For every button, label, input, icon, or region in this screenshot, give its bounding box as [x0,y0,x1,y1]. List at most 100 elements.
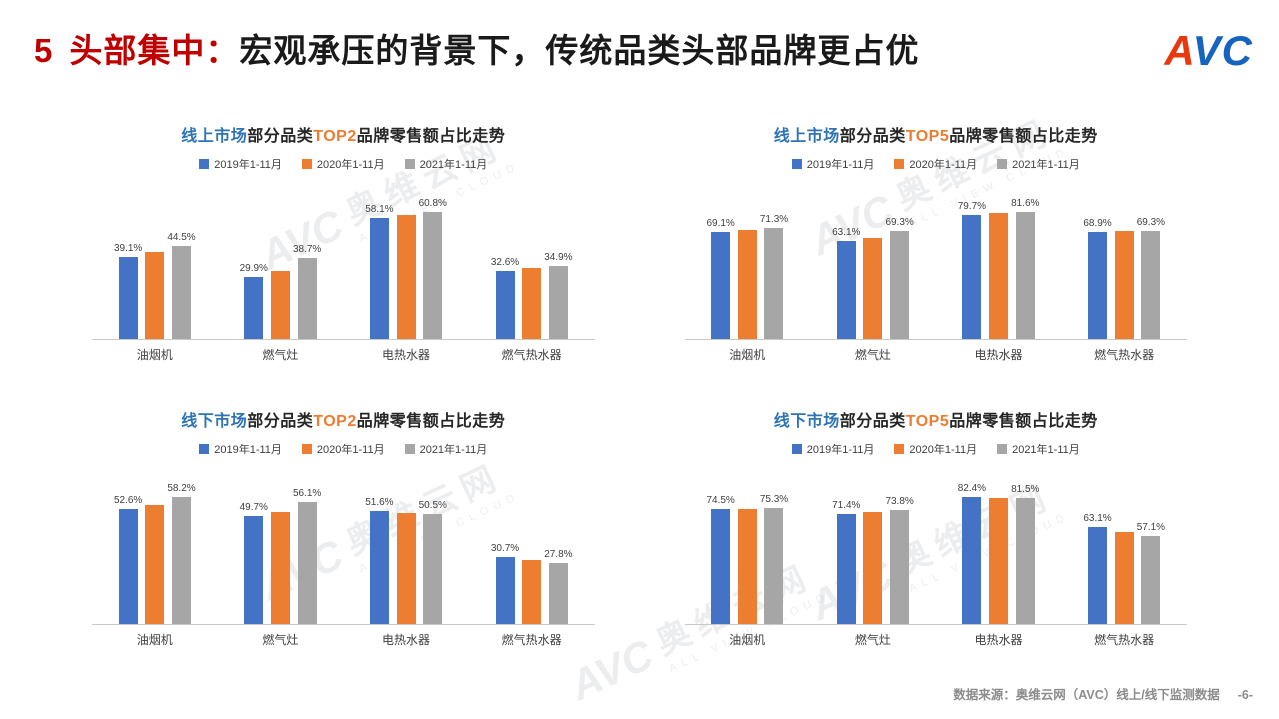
bar-value-label: 51.6% [365,497,394,509]
bar-series-2 [145,252,165,339]
bar-series-2 [145,505,165,624]
bar-series-2 [737,508,757,624]
bar-value-label: 71.3% [759,214,789,226]
bar-group: 32.6% 34.9% [469,252,595,339]
bar-value-label: 74.5% [706,495,735,507]
bar-value-label: 38.7% [292,244,322,256]
bar-value-label: 69.3% [885,217,914,229]
bar-series-2 [270,511,290,624]
bar-series-3 [1141,536,1161,624]
charts-grid: 线上市场部分品类TOP2品牌零售额占比走势 2019年1-11月 2020年1-… [0,122,1279,648]
chart-title-top: TOP2 [313,128,357,145]
bar-value-label: 82.4% [957,483,987,495]
bar-value-label: 60.8% [418,198,447,210]
category-label: 燃气灶 [262,633,299,647]
legend-swatch-orange [894,444,905,454]
chart-title-market: 线下市场 [773,413,840,430]
bar-series-2 [1114,231,1134,339]
category-label: 油烟机 [136,633,173,647]
bar-group: 71.4% 73.8% [810,496,936,624]
plot-area: 39.1% 44.5% 29.9% 38.7% 58.1% 60.8% 32.6% 34.9% [92,188,595,340]
bar-series-2 [522,268,542,339]
bar-series-2 [989,213,1009,339]
bar-value-label: 52.6% [113,495,143,507]
chart-offline-top2: 线下市场部分品类TOP2品牌零售额占比走势 2019年1-11月 2020年1-… [92,407,595,648]
bar-series-1 [244,515,264,624]
bar-series-2 [396,214,416,339]
legend-item-2021: 2021年1-11月 [404,156,487,172]
bar-series-2 [396,512,416,624]
legend-item-2021: 2021年1-11月 [404,441,488,457]
bar-value-label: 56.1% [292,487,322,499]
bar-series-1 [1088,526,1107,624]
avc-logo-vc: VC [1192,27,1253,74]
category-axis: 油烟机 燃气灶 电热水器 燃气热水器 [92,346,595,363]
data-source: 数据来源：奥维云网（AVC）线上/线下监测数据 [953,688,1220,702]
bar-value-label: 71.4% [832,500,861,511]
bar-value-label: 58.1% [365,203,394,215]
category-axis: 油烟机 燃气灶 电热水器 燃气热水器 [92,631,595,648]
chart-title: 线上市场部分品类TOP2品牌零售额占比走势 [92,122,595,146]
bar-value-label: 34.9% [544,252,573,264]
category-label: 油烟机 [729,633,766,647]
legend-label: 2021年1-11月 [419,444,488,456]
bar-series-1 [962,497,982,624]
chart-title-mid: 部分品类 [839,128,906,145]
category-label: 燃气灶 [854,348,891,362]
bar-group: 74.5% 75.3% [685,494,811,624]
legend-item-2019: 2019年1-11月 [791,156,874,172]
legend-item-2019: 2019年1-11月 [199,441,282,457]
bar-series-2 [863,238,883,339]
legend-swatch-blue [199,444,210,454]
bar-series-3 [764,228,784,339]
category-label: 电热水器 [382,348,431,362]
legend-swatch-blue [199,159,210,169]
legend-swatch-orange [301,159,312,169]
bar-series-3 [890,231,910,339]
category-label: 电热水器 [974,633,1023,647]
legend-swatch-orange [894,159,905,169]
bar-group: 82.4% 81.5% [936,483,1062,624]
chart-title: 线下市场部分品类TOP2品牌零售额占比走势 [92,407,595,431]
bar-series-3 [1015,212,1035,339]
legend-label: 2020年1-11月 [909,444,978,456]
legend-item-2021: 2021年1-11月 [997,441,1080,457]
category-label: 油烟机 [136,348,173,362]
chart-title-mid: 部分品类 [247,413,314,430]
bar-series-3 [423,212,443,339]
bar-series-1 [836,514,856,624]
page-number: -6- [1237,688,1253,702]
bar-series-3 [423,513,443,624]
category-label: 油烟机 [729,348,766,362]
chart-legend: 2019年1-11月 2020年1-11月 2021年1-11月 [92,156,595,172]
bar-series-1 [495,270,515,339]
category-label: 电热水器 [974,348,1023,362]
legend-swatch-gray [404,444,415,454]
bar-series-1 [369,217,389,339]
category-label: 燃气灶 [854,633,891,647]
chart-title-tail: 品牌零售额占比走势 [356,128,506,145]
bar-value-label: 63.1% [1083,512,1112,524]
bar-series-3 [171,497,191,624]
legend-swatch-blue [791,159,802,169]
bar-value-label: 79.7% [957,201,987,212]
legend-swatch-gray [997,159,1008,169]
legend-item-2020: 2020年1-11月 [301,441,385,457]
category-axis: 油烟机 燃气灶 电热水器 燃气热水器 [685,346,1188,363]
chart-title-mid: 部分品类 [247,128,314,145]
legend-item-2020: 2020年1-11月 [894,441,977,457]
legend-swatch-gray [997,444,1008,454]
chart-title: 线下市场部分品类TOP5品牌零售额占比走势 [685,407,1188,431]
bar-value-label: 30.7% [490,543,520,555]
legend-item-2019: 2019年1-11月 [791,441,874,457]
bar-series-1 [711,509,731,624]
bar-series-1 [836,240,856,339]
bar-group: 52.6% 58.2% [92,483,218,624]
slide-title-text: 宏观承压的背景下，传统品类头部品牌更占优 [239,32,920,69]
bar-value-label: 69.1% [706,217,735,229]
bar-group: 63.1% 69.3% [810,217,936,339]
legend-label: 2019年1-11月 [214,159,282,171]
plot-area: 74.5% 75.3% 71.4% 73.8% 82.4% 81.5% 63.1% 57.1% [684,473,1187,625]
bar-value-label: 81.5% [1011,484,1040,496]
bar-series-3 [890,510,910,624]
